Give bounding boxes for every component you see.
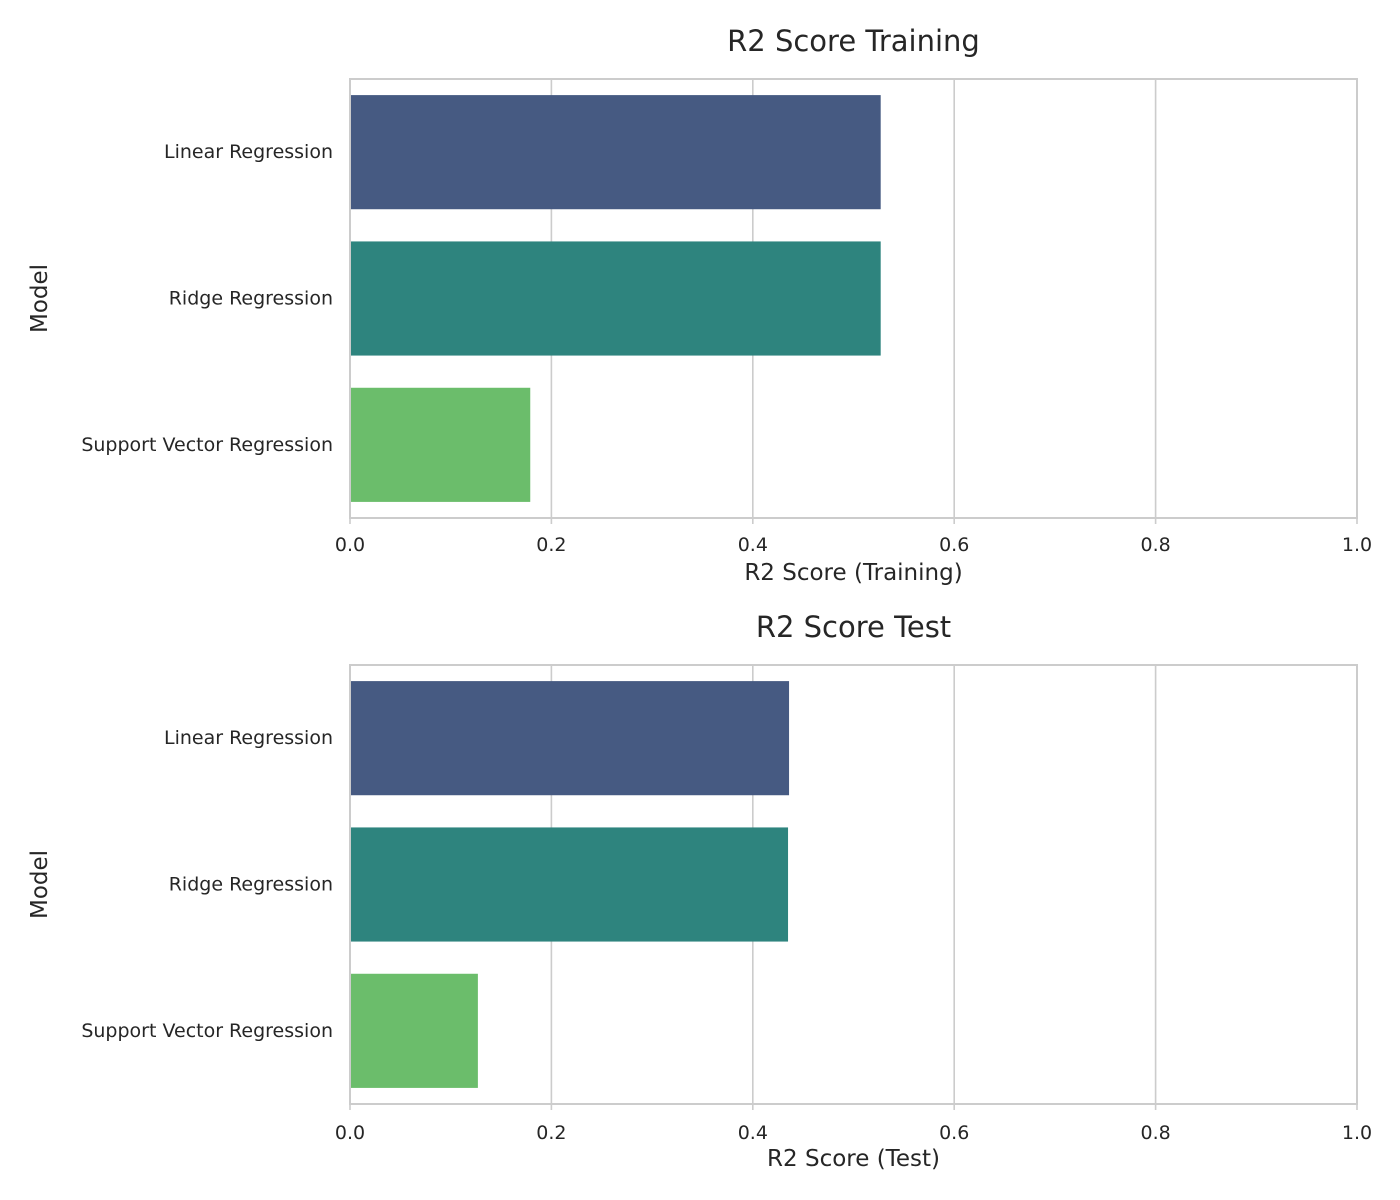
chart1-bar-2 (350, 827, 789, 942)
chart0-title: R2 Score Training (727, 24, 980, 58)
chart1-xtick-label-1: 0.2 (536, 1122, 566, 1144)
chart1-category-label-3: Support Vector Regression (81, 1020, 333, 1042)
chart0-bar-3 (350, 387, 531, 502)
chart1-xtick-label-5: 1.0 (1342, 1122, 1372, 1144)
chart1-category-label-2: Ridge Regression (169, 874, 333, 896)
chart1-y-axis-label: Model (27, 850, 53, 919)
chart-panel-test: 0.0 0.2 0.4 0.6 0.8 1.0 Linear Regression Ridge… (27, 610, 1372, 1172)
chart1-xtick-label-4: 0.8 (1140, 1122, 1170, 1144)
chart1-bar-1 (350, 681, 790, 796)
chart-panel-training: 0.0 0.2 0.4 0.6 0.8 1.0 Linear Regression Ridge… (27, 24, 1372, 586)
chart1-xtick-label-3: 0.6 (939, 1122, 969, 1144)
chart0-category-label-2: Ridge Regression (169, 288, 333, 310)
chart0-xtick-label-4: 0.8 (1140, 534, 1170, 556)
chart1-title: R2 Score Test (756, 610, 951, 644)
chart0-plot-frame (349, 78, 1358, 519)
chart0-xtick-label-5: 1.0 (1342, 534, 1372, 556)
chart1-bar-3 (350, 973, 478, 1088)
chart1-xtick-label-0: 0.0 (335, 1122, 365, 1144)
chart0-xtick-label-1: 0.2 (536, 534, 566, 556)
chart0-bar-1 (350, 95, 881, 210)
chart0-bar-2 (350, 241, 881, 356)
chart1-x-axis-label: R2 Score (Test) (767, 1146, 940, 1172)
chart0-y-axis-label: Model (27, 264, 53, 333)
chart0-category-label-1: Linear Regression (164, 141, 333, 163)
chart0-category-label-3: Support Vector Regression (81, 434, 333, 456)
chart0-x-axis-label: R2 Score (Training) (744, 560, 962, 586)
chart1-plot-frame (349, 664, 1358, 1105)
chart0-xtick-label-2: 0.4 (738, 534, 768, 556)
chart1-category-label-1: Linear Regression (164, 727, 333, 749)
chart0-xtick-label-0: 0.0 (335, 534, 365, 556)
chart1-xtick-label-2: 0.4 (738, 1122, 768, 1144)
chart0-xtick-label-3: 0.6 (939, 534, 969, 556)
